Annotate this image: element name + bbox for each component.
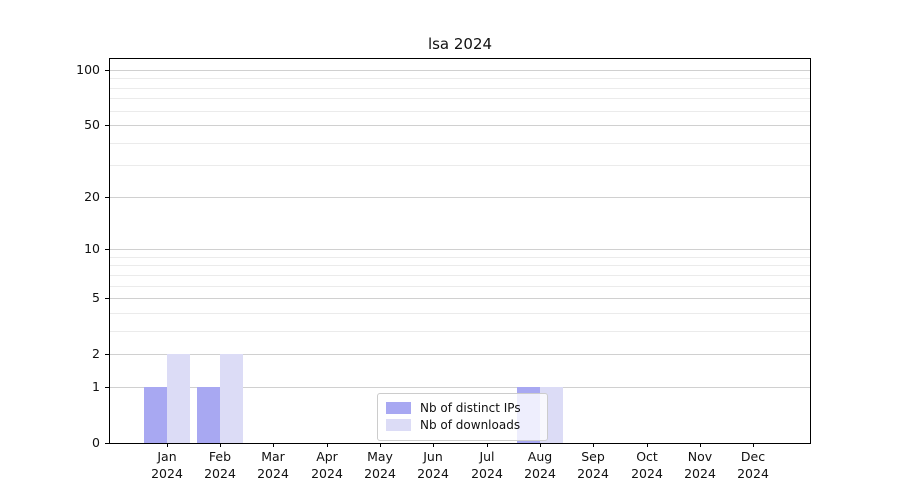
- legend-entry: Nb of distinct IPs: [386, 400, 539, 416]
- gridline-minor: [110, 257, 810, 258]
- x-tick-year: 2024: [471, 465, 503, 481]
- legend-label: Nb of distinct IPs: [420, 401, 521, 415]
- legend-label: Nb of downloads: [420, 418, 521, 432]
- gridline-minor: [110, 331, 810, 332]
- gridline-major: [110, 387, 810, 388]
- x-tick-year: 2024: [631, 465, 663, 481]
- x-tick-mark: [433, 443, 434, 447]
- gridline-minor: [110, 88, 810, 89]
- x-tick-mark: [540, 443, 541, 447]
- y-tick-label: 1: [92, 379, 100, 394]
- y-tick-mark: [105, 443, 110, 444]
- x-tick-year: 2024: [684, 465, 716, 481]
- x-tick-year: 2024: [364, 465, 396, 481]
- x-tick-label-jul: Jul 2024: [455, 449, 519, 482]
- x-tick-month: Aug: [527, 449, 553, 464]
- legend-swatch: [386, 402, 411, 414]
- y-tick-label: 50: [84, 117, 100, 132]
- gridline-minor: [110, 313, 810, 314]
- x-tick-year: 2024: [417, 465, 449, 481]
- x-tick-label-dec: Dec 2024: [721, 449, 785, 482]
- x-tick-label-aug: Aug 2024: [508, 449, 572, 482]
- x-tick-label-mar: Mar 2024: [241, 449, 305, 482]
- y-tick-label: 100: [76, 62, 100, 77]
- gridline-major: [110, 298, 810, 299]
- y-tick-mark: [105, 387, 110, 388]
- x-tick-month: Sep: [581, 449, 605, 464]
- bar-downloads-feb: [220, 354, 243, 443]
- x-tick-mark: [380, 443, 381, 447]
- x-tick-month: Apr: [316, 449, 338, 464]
- y-tick-mark: [105, 70, 110, 71]
- y-tick-label: 2: [92, 346, 100, 361]
- gridline-minor: [110, 286, 810, 287]
- x-tick-year: 2024: [151, 465, 183, 481]
- x-tick-mark: [647, 443, 648, 447]
- x-tick-label-apr: Apr 2024: [295, 449, 359, 482]
- x-tick-month: Jun: [423, 449, 443, 464]
- x-tick-mark: [487, 443, 488, 447]
- x-tick-label-jun: Jun 2024: [401, 449, 465, 482]
- x-tick-label-oct: Oct 2024: [615, 449, 679, 482]
- gridline-minor: [110, 143, 810, 144]
- gridline-major: [110, 354, 810, 355]
- legend-swatch: [386, 419, 411, 431]
- x-tick-label-jan: Jan 2024: [135, 449, 199, 482]
- x-tick-mark: [220, 443, 221, 447]
- y-tick-mark: [105, 125, 110, 126]
- y-tick-label: 0: [92, 435, 100, 450]
- legend: Nb of distinct IPs Nb of downloads: [377, 393, 548, 441]
- x-tick-month: Oct: [636, 449, 658, 464]
- x-tick-mark: [593, 443, 594, 447]
- x-tick-month: Dec: [740, 449, 766, 464]
- x-tick-month: May: [367, 449, 393, 464]
- x-tick-mark: [700, 443, 701, 447]
- gridline-minor: [110, 165, 810, 166]
- x-tick-mark: [327, 443, 328, 447]
- x-tick-label-sep: Sep 2024: [561, 449, 625, 482]
- x-tick-month: Nov: [687, 449, 713, 464]
- gridline-major: [110, 70, 810, 71]
- x-tick-month: Jul: [479, 449, 495, 464]
- y-tick-mark: [105, 197, 110, 198]
- bar-distinct-ips-jan: [144, 387, 167, 443]
- gridline-minor: [110, 98, 810, 99]
- y-tick-label: 5: [92, 290, 100, 305]
- y-tick-mark: [105, 249, 110, 250]
- gridline-major: [110, 125, 810, 126]
- bar-downloads-jan: [167, 354, 190, 443]
- x-tick-mark: [273, 443, 274, 447]
- plot-area: Nb of distinct IPs Nb of downloads: [109, 58, 811, 444]
- y-tick-label: 20: [84, 189, 100, 204]
- x-tick-label-may: May 2024: [348, 449, 412, 482]
- chart-title: lsa 2024: [427, 35, 493, 53]
- gridline-minor: [110, 265, 810, 266]
- y-tick-mark: [105, 298, 110, 299]
- gridline-major: [110, 249, 810, 250]
- x-tick-label-nov: Nov 2024: [668, 449, 732, 482]
- x-tick-label-feb: Feb 2024: [188, 449, 252, 482]
- gridline-minor: [110, 275, 810, 276]
- x-tick-year: 2024: [257, 465, 289, 481]
- x-tick-year: 2024: [311, 465, 343, 481]
- x-tick-month: Jan: [157, 449, 177, 464]
- gridline-minor: [110, 78, 810, 79]
- x-tick-mark: [167, 443, 168, 447]
- bar-distinct-ips-feb: [197, 387, 220, 443]
- x-tick-month: Feb: [208, 449, 232, 464]
- x-tick-year: 2024: [737, 465, 769, 481]
- y-tick-label: 10: [84, 241, 100, 256]
- legend-entry: Nb of downloads: [386, 417, 539, 433]
- gridline-minor: [110, 111, 810, 112]
- x-tick-year: 2024: [524, 465, 556, 481]
- x-tick-year: 2024: [204, 465, 236, 481]
- x-tick-month: Mar: [261, 449, 285, 464]
- gridline-major: [110, 197, 810, 198]
- x-tick-year: 2024: [577, 465, 609, 481]
- y-tick-mark: [105, 354, 110, 355]
- x-tick-mark: [753, 443, 754, 447]
